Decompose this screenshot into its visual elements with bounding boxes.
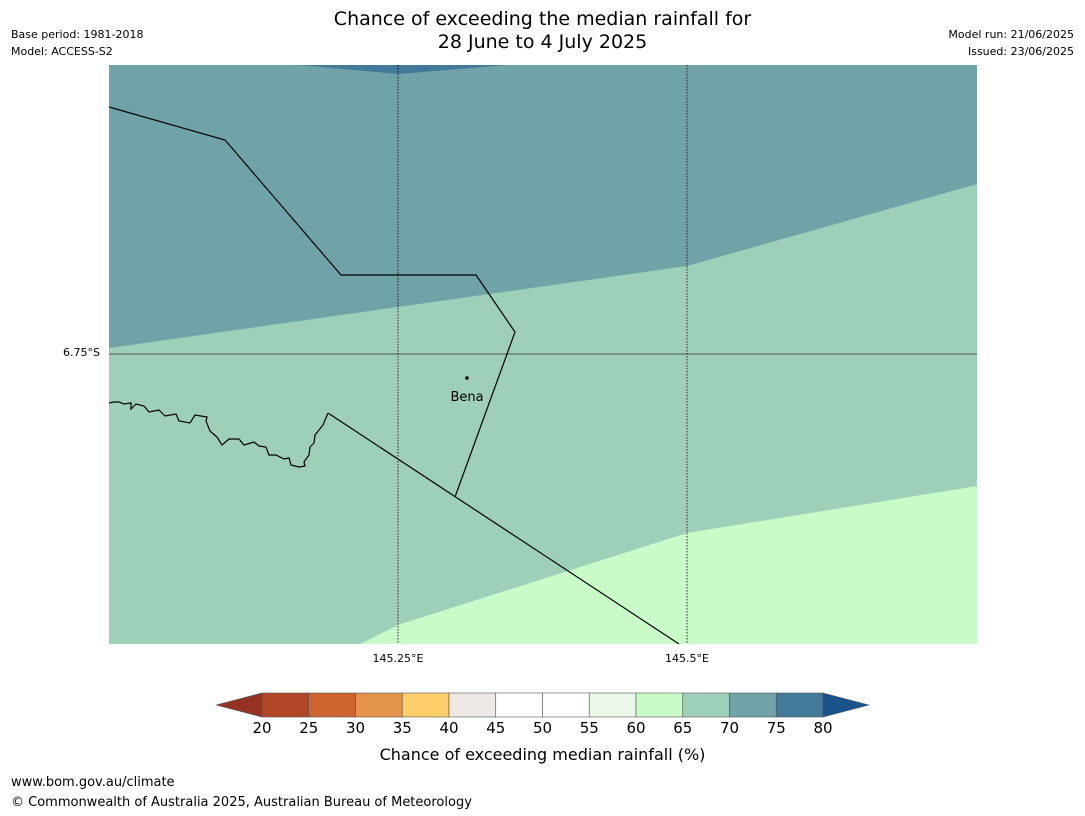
colorbar-bin xyxy=(682,692,730,718)
zone-60-65 xyxy=(360,486,977,644)
zone-75-80 xyxy=(299,65,507,74)
colorbar-tick-label: 20 xyxy=(252,719,272,737)
title-line-2: 28 June to 4 July 2025 xyxy=(437,31,648,53)
footer-url: www.bom.gov.au/climate xyxy=(11,775,175,790)
province-boundary-west xyxy=(109,401,329,468)
lon-label-145-25: 145.25°E xyxy=(372,652,424,665)
colorbar-extend-low xyxy=(214,692,263,718)
colorbar-bin xyxy=(355,692,403,718)
colorbar-bin xyxy=(308,692,356,718)
colorbar-tick-label: 55 xyxy=(579,719,599,737)
colorbar-tick-label: 45 xyxy=(486,719,506,737)
colorbar-bin xyxy=(635,692,684,718)
colorbar-bin xyxy=(588,692,637,718)
issued-date: Issued: 23/06/2025 xyxy=(967,45,1074,58)
zone-70-75 xyxy=(109,65,977,348)
province-boundary-south xyxy=(327,412,680,644)
colorbar-tick-label: 40 xyxy=(439,719,459,737)
map-svg: Bena xyxy=(109,65,977,644)
province-boundary-north xyxy=(109,106,516,498)
colorbar-bin xyxy=(261,692,310,718)
lat-label: 6.75°S xyxy=(63,346,100,359)
lon-label-145-5: 145.5°E xyxy=(665,652,709,665)
colorbar xyxy=(214,692,871,720)
colorbar-tick-label: 80 xyxy=(813,719,833,737)
title-line-1: Chance of exceeding the median rainfall … xyxy=(333,8,752,30)
colorbar-tick-label: 65 xyxy=(673,719,693,737)
model-name: Model: ACCESS-S2 xyxy=(11,45,113,58)
colorbar-bin xyxy=(729,692,777,718)
colorbar-bin xyxy=(401,692,450,718)
footer-copyright: © Commonwealth of Australia 2025, Austra… xyxy=(11,795,472,810)
meta-left: Base period: 1981-2018 Model: ACCESS-S2 xyxy=(11,26,143,60)
colorbar-extend-high xyxy=(822,692,871,718)
town-label: Bena xyxy=(450,390,483,405)
colorbar-label: Chance of exceeding median rainfall (%) xyxy=(379,745,706,764)
colorbar-bin xyxy=(448,692,497,718)
map-title: Chance of exceeding the median rainfall … xyxy=(0,8,1085,54)
colorbar-tick-label: 25 xyxy=(299,719,319,737)
model-run: Model run: 21/06/2025 xyxy=(948,28,1074,41)
colorbar-bin xyxy=(542,692,590,718)
town-marker xyxy=(465,376,469,380)
colorbar-svg xyxy=(214,692,871,718)
meta-right: Model run: 21/06/2025 Issued: 23/06/2025 xyxy=(948,26,1074,60)
colorbar-tick-label: 60 xyxy=(626,719,646,737)
base-period: Base period: 1981-2018 xyxy=(11,28,144,41)
colorbar-bin xyxy=(495,692,543,718)
colorbar-tick-label: 75 xyxy=(766,719,786,737)
colorbar-bin xyxy=(775,692,824,718)
colorbar-tick-label: 35 xyxy=(392,719,412,737)
map-panel: Bena xyxy=(109,65,977,644)
colorbar-tick-label: 70 xyxy=(719,719,740,737)
colorbar-tick-label: 30 xyxy=(345,719,366,737)
colorbar-tick-label: 50 xyxy=(532,719,553,737)
